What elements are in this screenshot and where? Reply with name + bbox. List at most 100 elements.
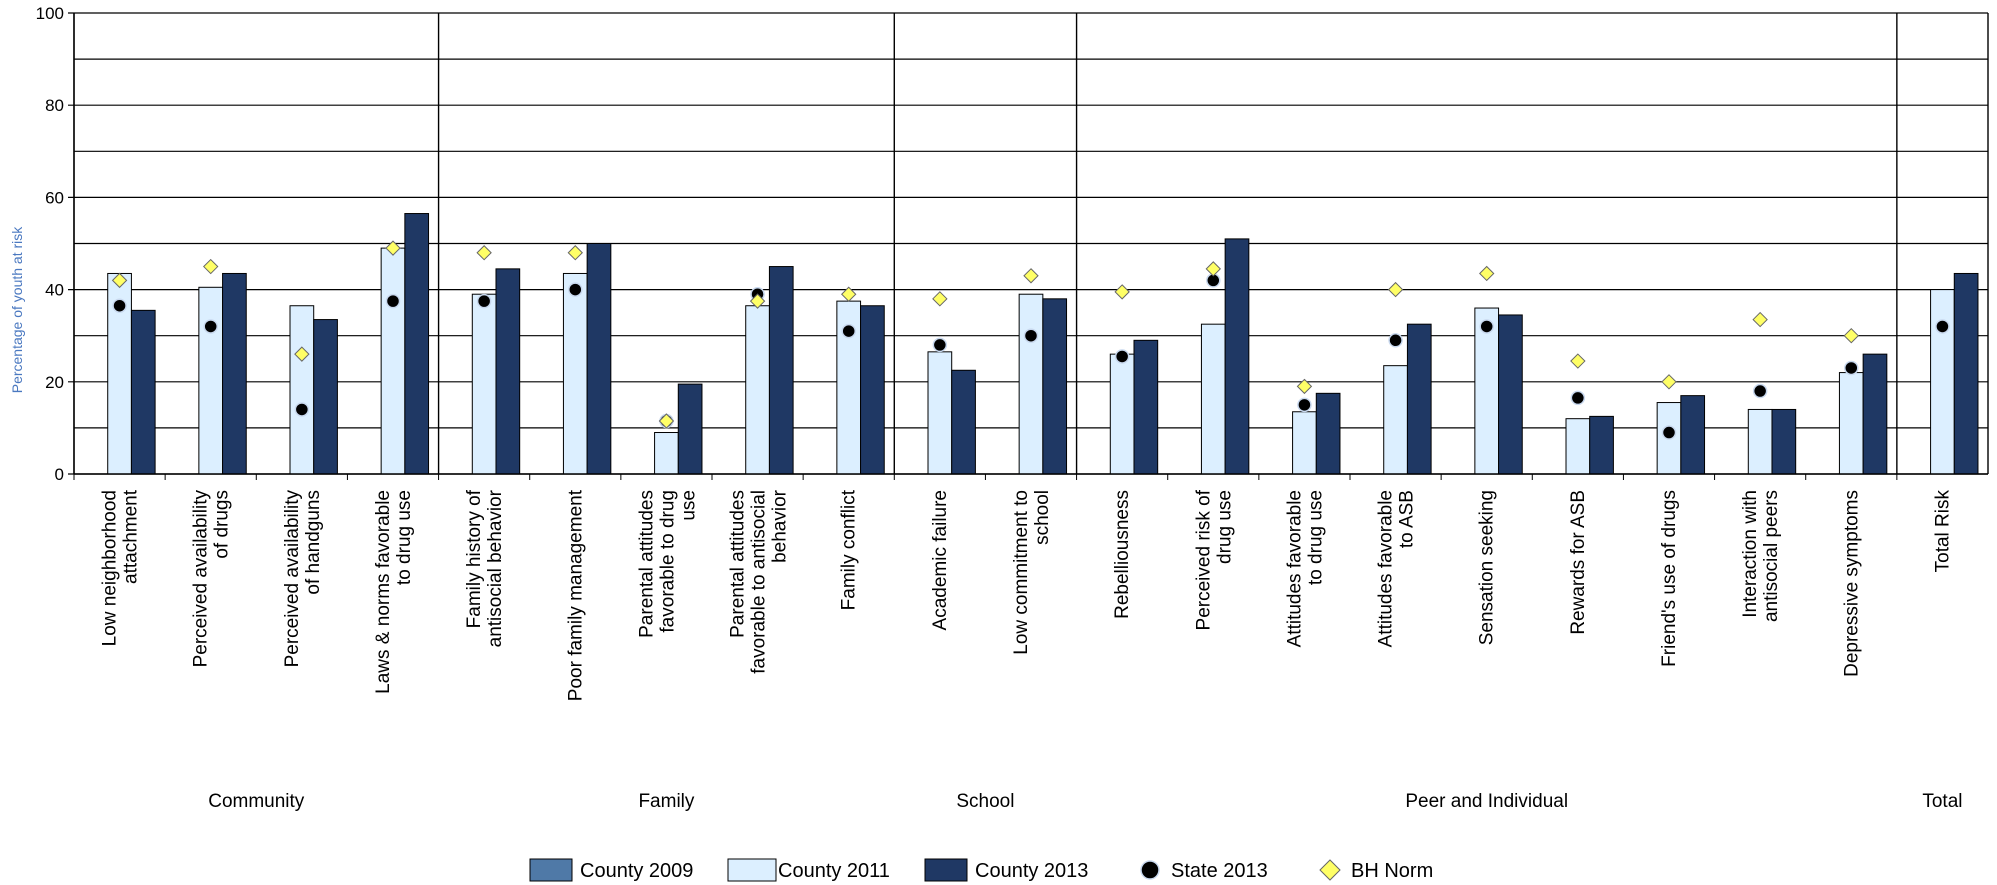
bar	[1930, 289, 1955, 475]
x-tick-label: Perceived risk ofdrug use	[1193, 489, 1235, 630]
bar	[1406, 323, 1432, 475]
bar	[586, 243, 612, 475]
norm-marker	[1387, 281, 1404, 298]
y-tick-label: 40	[45, 281, 64, 300]
state-marker	[203, 319, 218, 334]
bar	[1862, 353, 1888, 475]
state-marker	[1114, 349, 1130, 364]
bar	[927, 351, 953, 475]
norm-marker	[1479, 265, 1495, 282]
bar	[495, 268, 521, 475]
x-tick-label: Parental attitudesfavorable to druguse	[636, 490, 699, 638]
y-tick-label: 0	[55, 465, 64, 484]
state-marker	[932, 337, 948, 353]
x-tick-label: Rewards for ASB	[1568, 490, 1589, 635]
bar	[1953, 272, 1979, 475]
x-tick-label: Family history ofantisocial behavior	[464, 489, 506, 647]
norm-marker	[1114, 284, 1130, 300]
bar	[471, 293, 497, 475]
state-marker	[1661, 425, 1677, 440]
state-marker	[1297, 397, 1312, 413]
bar	[1589, 415, 1614, 475]
bar	[198, 286, 224, 475]
bar	[1565, 418, 1591, 475]
state-marker	[112, 298, 127, 313]
y-axis-title: Percentage of youth at risk	[9, 226, 25, 394]
x-tick-label: Sensation seeking	[1477, 490, 1498, 645]
y-tick-label: 20	[45, 373, 64, 392]
bar	[1315, 392, 1341, 475]
norm-marker	[1843, 327, 1859, 344]
x-tick-label: Interaction withantisocial peers	[1740, 490, 1782, 622]
bar	[1109, 353, 1135, 475]
legend-swatch	[529, 858, 573, 882]
bar	[1292, 411, 1317, 475]
y-tick-label: 80	[45, 96, 64, 115]
legend-label: State 2013	[1171, 860, 1268, 882]
x-tick-label: Attitudes favorableto ASB	[1376, 490, 1418, 647]
bar	[677, 383, 703, 475]
norm-marker	[1296, 378, 1313, 395]
bar	[1383, 365, 1408, 475]
bar	[1771, 408, 1797, 475]
bar	[222, 272, 247, 475]
norm-marker	[1205, 261, 1221, 277]
y-tick-label: 60	[45, 188, 64, 207]
bar	[654, 432, 679, 475]
x-tick-label: Rebelliousness	[1112, 490, 1133, 619]
state-marker	[1570, 390, 1586, 406]
x-tick-label: Perceived availabilityof handguns	[282, 490, 324, 668]
state-marker	[1752, 383, 1768, 399]
bar	[289, 305, 315, 475]
bar	[1018, 293, 1044, 475]
bar	[313, 319, 338, 475]
x-tick-label: Low neighborhoodattachment	[100, 489, 142, 646]
bar	[1042, 298, 1068, 475]
norm-marker	[1661, 374, 1677, 390]
norm-marker	[1752, 311, 1768, 328]
x-tick-label: Total Risk	[1932, 490, 1953, 573]
bar	[860, 305, 885, 475]
legend-label: County 2011	[778, 860, 890, 882]
bar	[562, 272, 588, 475]
bar	[1747, 408, 1773, 475]
x-tick-label: Family conflict	[839, 489, 860, 610]
state-marker	[294, 402, 310, 417]
legend-swatch	[1319, 859, 1341, 881]
bar	[1224, 238, 1250, 475]
bar	[404, 213, 430, 475]
norm-marker	[203, 258, 219, 275]
state-marker	[1844, 360, 1859, 376]
x-tick-label: Low commitment toschool	[1011, 490, 1053, 655]
norm-marker	[932, 291, 948, 307]
bar	[1133, 339, 1159, 475]
x-tick-label: Attitudes favorableto drug use	[1284, 490, 1326, 647]
norm-marker	[658, 413, 675, 429]
x-tick-label: Parental attitudesfavorable to antisocia…	[728, 489, 791, 673]
bar	[380, 247, 406, 475]
y-tick-label: 100	[36, 4, 64, 23]
x-tick-label: Depressive symptoms	[1841, 490, 1862, 677]
group-label: Peer and Individual	[1405, 791, 1568, 812]
norm-marker	[476, 245, 492, 261]
state-marker	[1935, 319, 1950, 334]
state-marker	[1388, 333, 1403, 348]
bar	[768, 266, 794, 475]
state-marker	[568, 282, 583, 297]
norm-marker	[567, 245, 583, 261]
norm-marker	[111, 272, 128, 289]
x-tick-label: Poor family management	[565, 489, 586, 701]
bar	[1498, 314, 1523, 475]
norm-marker	[841, 286, 857, 302]
norm-marker	[749, 293, 766, 309]
x-tick-label: Academic failure	[930, 490, 951, 630]
norm-marker	[1570, 353, 1586, 369]
legend-label: County 2013	[975, 860, 1088, 882]
legend-swatch	[1140, 860, 1160, 880]
bar	[745, 305, 770, 475]
legend-swatch	[727, 858, 777, 882]
state-marker	[476, 293, 492, 309]
bar	[1838, 372, 1864, 475]
bar	[1680, 395, 1706, 475]
